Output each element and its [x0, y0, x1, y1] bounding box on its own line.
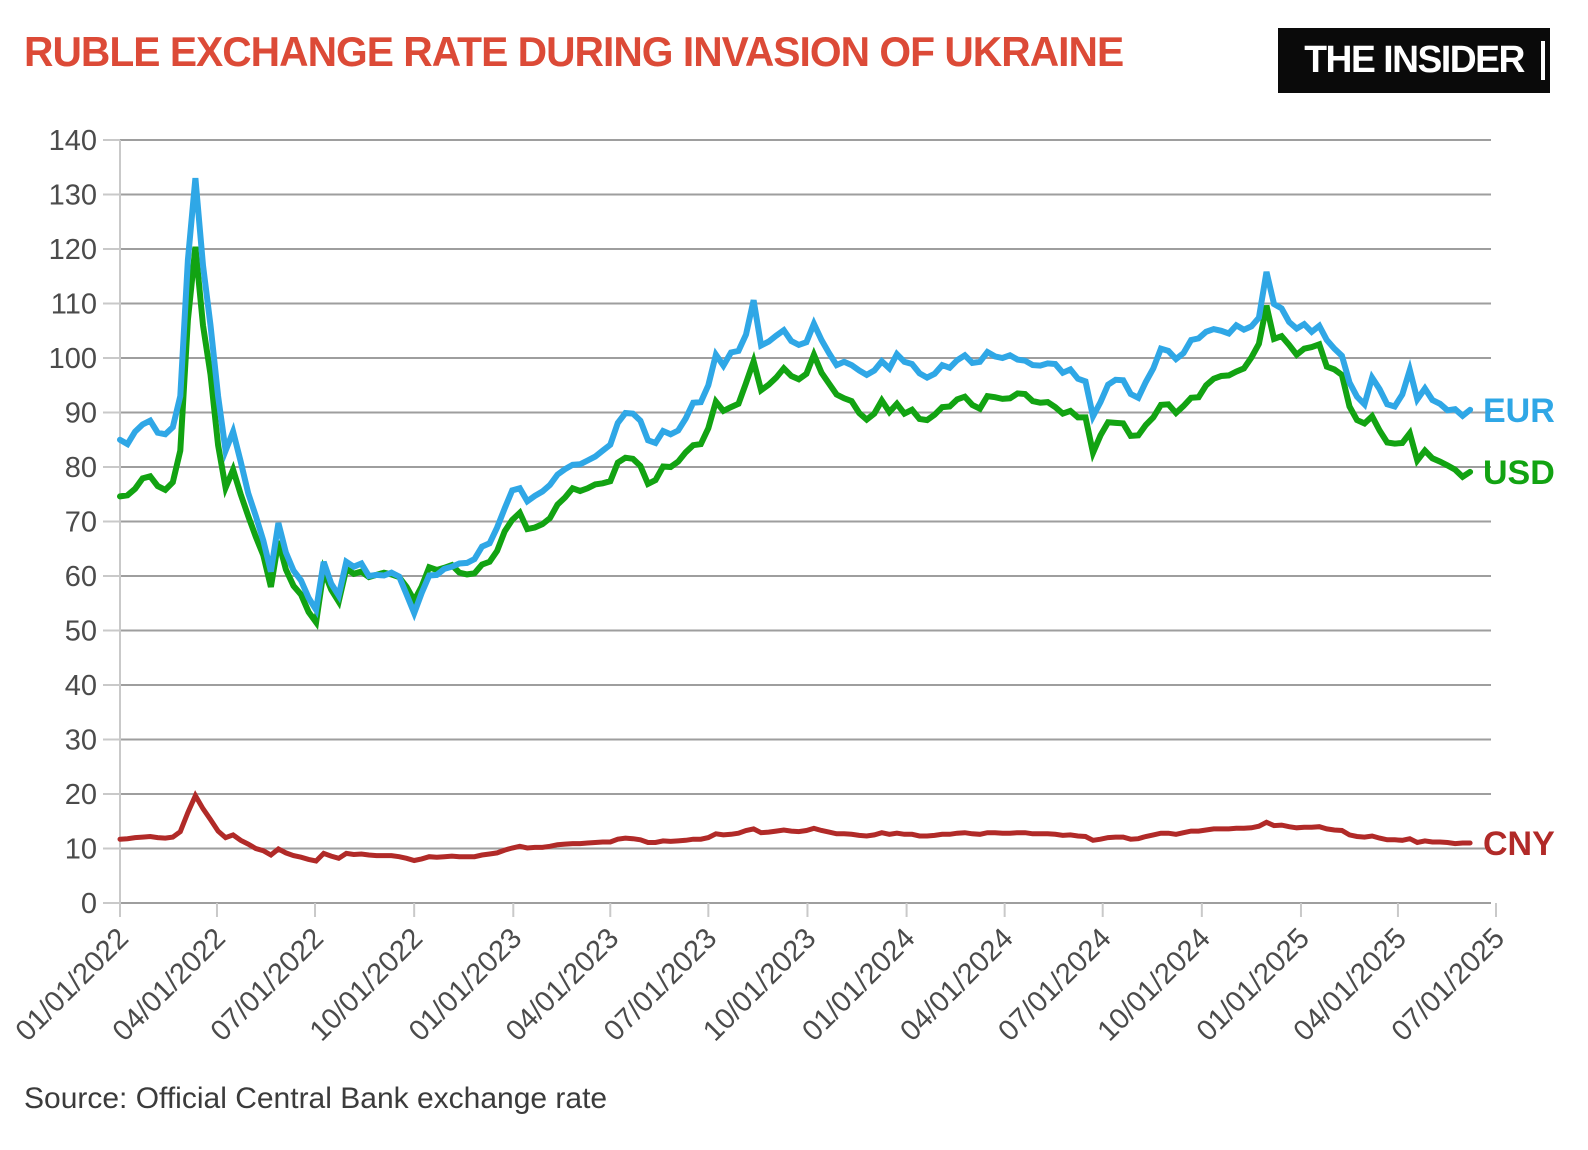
y-tick-label: 60 — [65, 561, 97, 593]
y-tick-label: 40 — [65, 670, 97, 702]
source-note: Source: Official Central Bank exchange r… — [24, 1082, 608, 1115]
eur-line — [117, 177, 1474, 622]
the-insider-logo-text: THE INSIDER — [1304, 39, 1525, 81]
y-tick-label: 0 — [81, 888, 97, 920]
usd-series-label: USD — [1483, 454, 1555, 492]
logo-cursor-icon — [1541, 41, 1545, 80]
page-title: RUBLE EXCHANGE RATE DURING INVASION OF U… — [24, 28, 1124, 75]
y-tick-label: 100 — [49, 343, 97, 375]
y-tick-label: 120 — [49, 234, 97, 266]
y-tick-label: 10 — [65, 834, 97, 866]
y-tick-label: 80 — [65, 452, 97, 484]
cny-line — [117, 790, 1473, 864]
cny-series-label: CNY — [1483, 825, 1555, 863]
y-tick-label: 140 — [49, 125, 97, 157]
y-tick-label: 130 — [49, 180, 97, 212]
y-tick-label: 70 — [65, 507, 97, 539]
y-tick-label: 50 — [65, 616, 97, 648]
the-insider-logo: THE INSIDER — [1278, 28, 1550, 93]
y-tick-label: 30 — [65, 725, 97, 757]
y-tick-label: 20 — [65, 779, 97, 811]
y-tick-label: 110 — [51, 289, 97, 321]
y-tick-label: 90 — [65, 398, 97, 430]
eur-series-label: EUR — [1483, 392, 1555, 430]
